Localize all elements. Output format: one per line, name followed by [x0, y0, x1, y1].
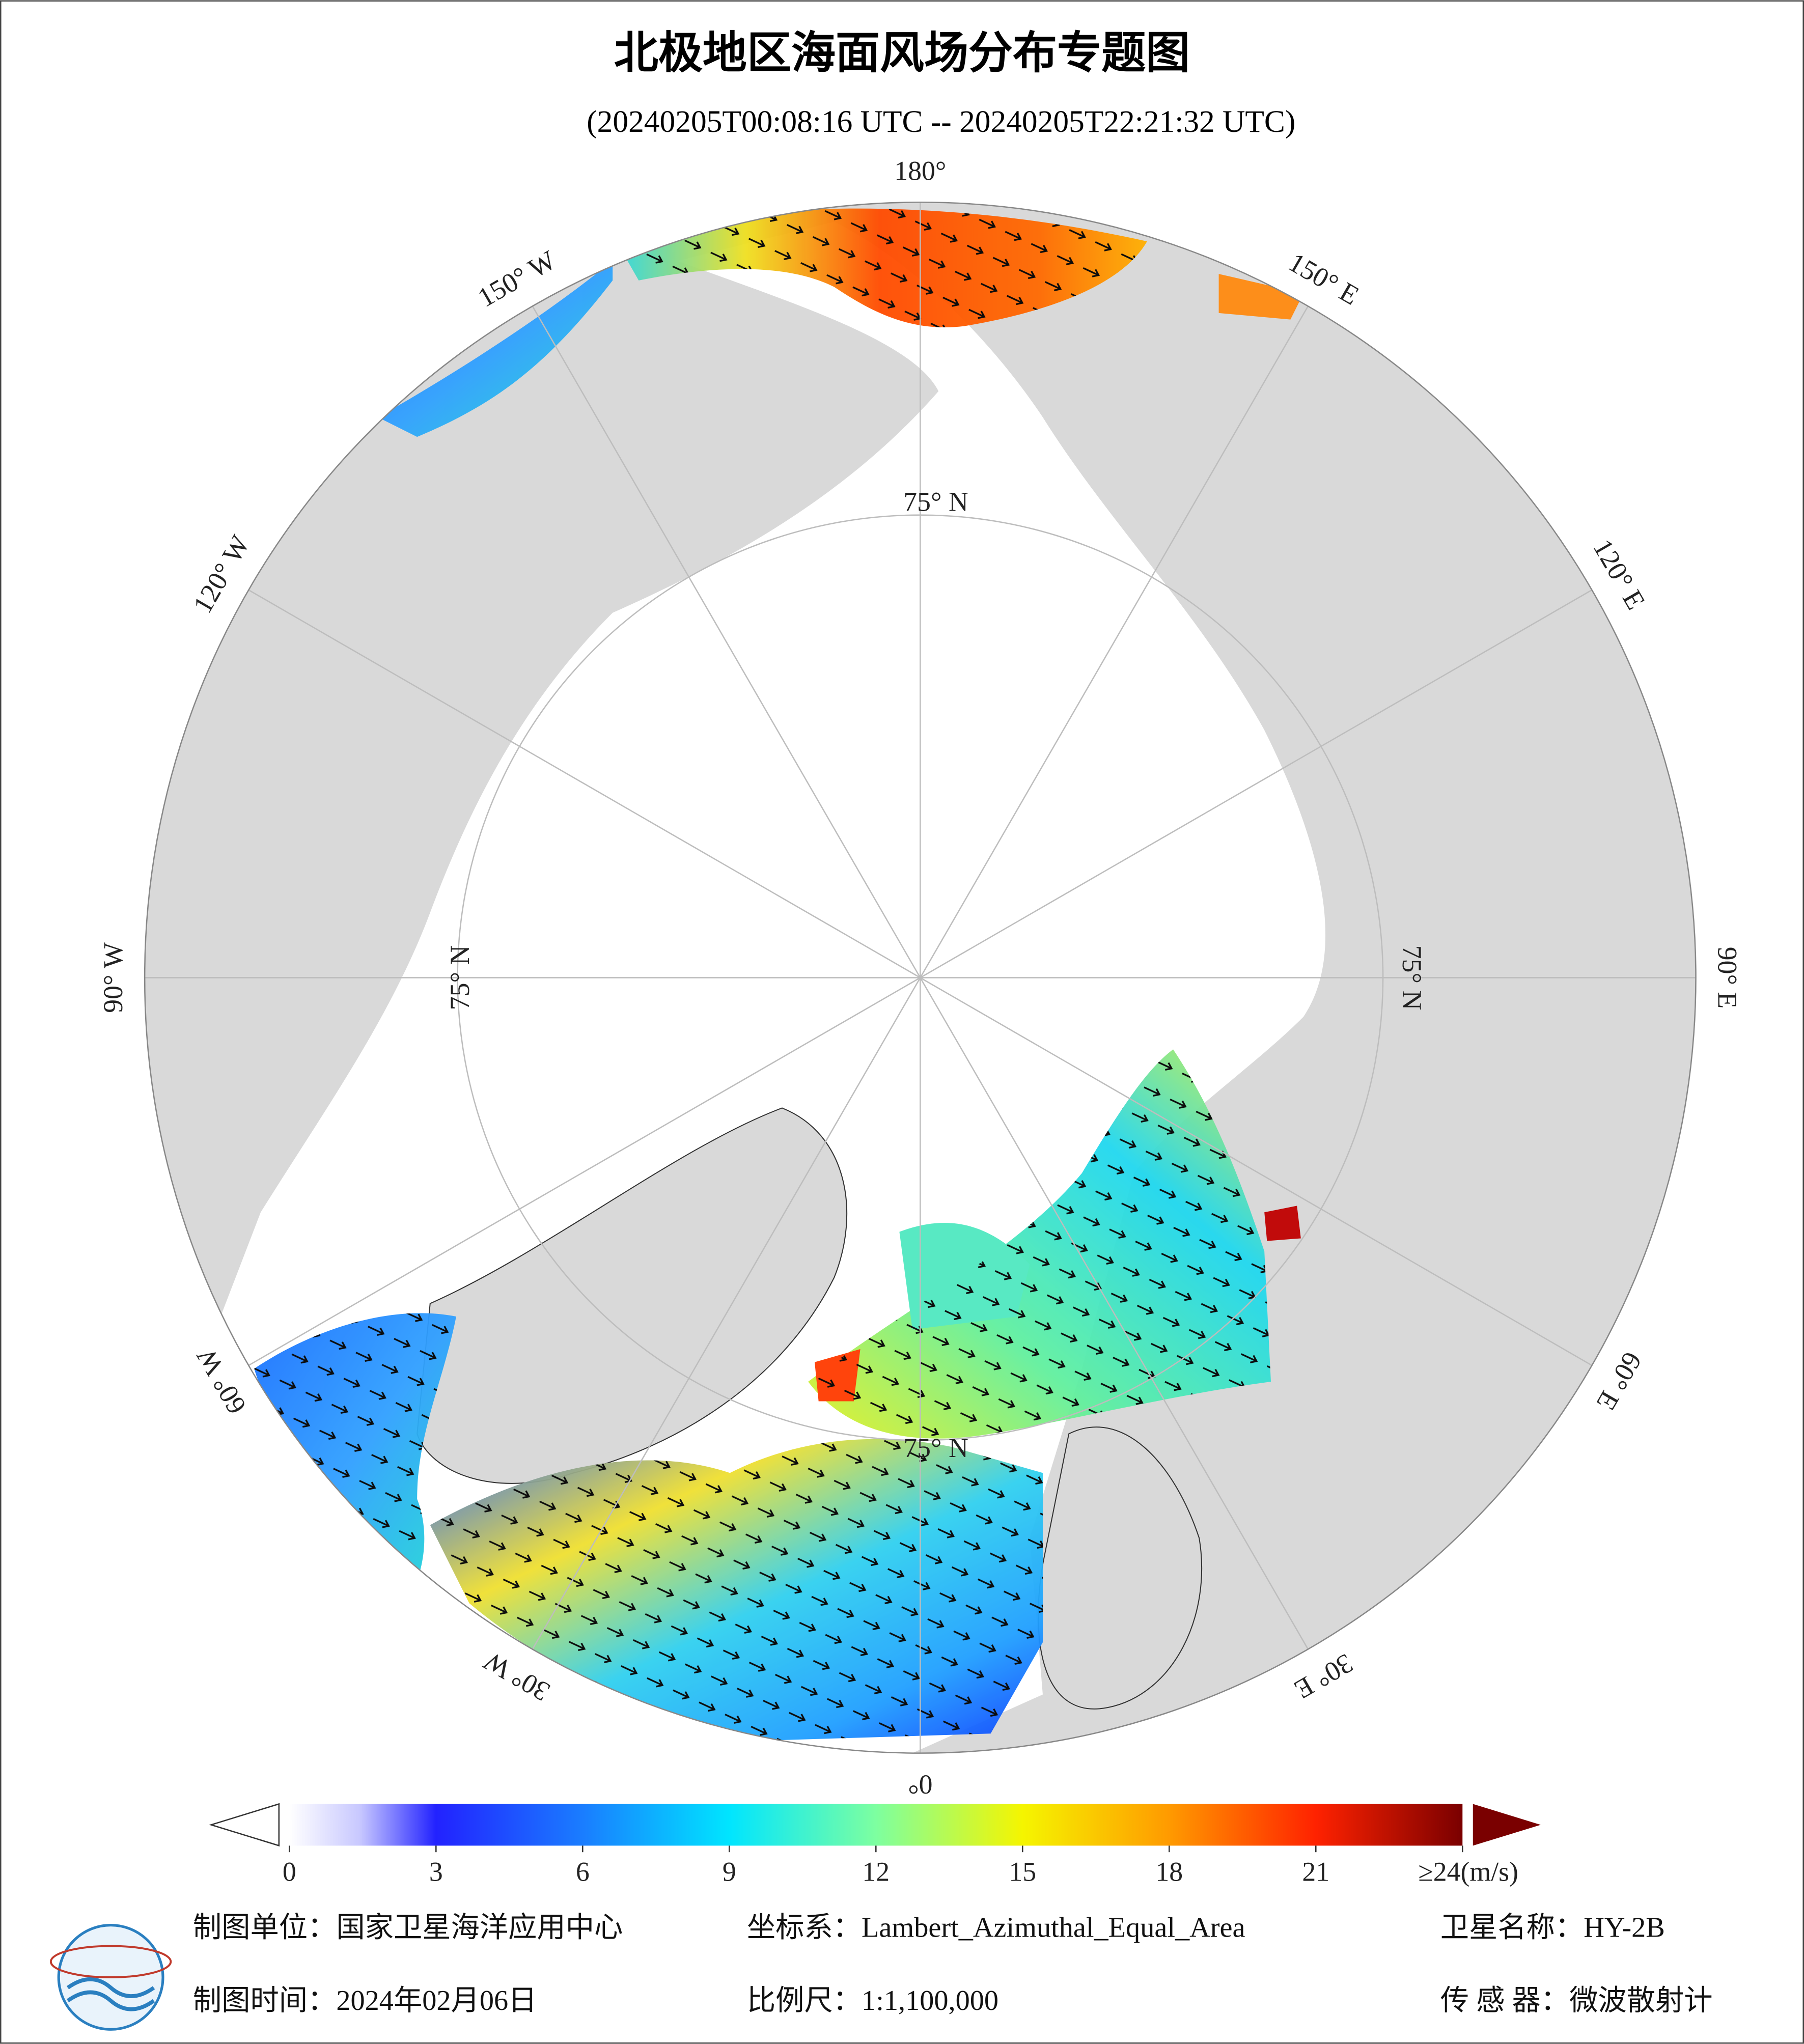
- colorbar: 0 3 6 9 12 15 18 21 ≥24(m/s): [209, 1803, 1541, 1887]
- footer: 制图单位：国家卫星海洋应用中心 坐标系：Lambert_Azimuthal_Equ…: [193, 1912, 1713, 2017]
- meridian: [248, 589, 921, 978]
- meridian: [248, 977, 921, 1366]
- colorbar-tick-label: 3: [429, 1857, 443, 1887]
- colorbar-over: [1473, 1804, 1541, 1846]
- footer-field: 制图时间：2024年02月06日: [193, 1985, 537, 2017]
- map-body: [145, 202, 1696, 1753]
- colorbar-tick-label: 18: [1155, 1857, 1183, 1887]
- colorbar-tick-label: 0: [283, 1857, 296, 1887]
- longitude-label: 90° E: [1712, 947, 1743, 1009]
- logo: [49, 1923, 172, 2031]
- meridian: [920, 977, 1593, 1366]
- colorbar-tick-label: 9: [723, 1857, 736, 1887]
- longitude-label: 0°: [908, 1770, 932, 1800]
- subtitle: (20240205T00:08:16 UTC -- 20240205T22:21…: [587, 104, 1295, 139]
- colorbar-tick-label: ≥24(m/s): [1418, 1857, 1518, 1887]
- colorbar-tick-label: 15: [1009, 1857, 1036, 1887]
- colorbar-tick-label: 12: [862, 1857, 890, 1887]
- scandinavia: [1038, 1426, 1203, 1710]
- footer-field: 传 感 器：微波散射计: [1440, 1985, 1713, 2017]
- title: 北极地区海面风场分布专题图: [614, 27, 1190, 79]
- meridian: [532, 305, 921, 978]
- colorbar-gradient: [289, 1804, 1463, 1846]
- colorbar-under: [209, 1803, 280, 1847]
- meridian: [920, 589, 1593, 978]
- longitude-label: 90° W: [98, 942, 128, 1013]
- latitude-label: 75° N: [903, 487, 968, 517]
- footer-field: 坐标系：Lambert_Azimuthal_Equal_Area: [747, 1912, 1245, 1944]
- footer-field: 比例尺：1:1,100,000: [747, 1985, 998, 2017]
- footer-field: 卫星名称：HY-2B: [1440, 1912, 1665, 1944]
- map-border: [144, 201, 1697, 1754]
- wind-field: [254, 208, 1303, 1741]
- colorbar-tick-label: 21: [1302, 1857, 1329, 1887]
- longitude-label: 180°: [894, 155, 946, 186]
- meridian: [532, 977, 921, 1650]
- footer-field: 制图单位：国家卫星海洋应用中心: [193, 1912, 623, 1944]
- latitude-label: 75° N: [903, 1433, 968, 1463]
- latitude-label: 75° N: [445, 945, 475, 1011]
- meridian: [920, 977, 1309, 1650]
- latitude-labels: 75° N 75° N 75° N 75° N: [445, 487, 1427, 1464]
- colorbar-tick-label: 6: [576, 1857, 590, 1887]
- latitude-label: 75° N: [1397, 945, 1427, 1011]
- meridian: [920, 305, 1309, 978]
- graticule: [145, 202, 1696, 1753]
